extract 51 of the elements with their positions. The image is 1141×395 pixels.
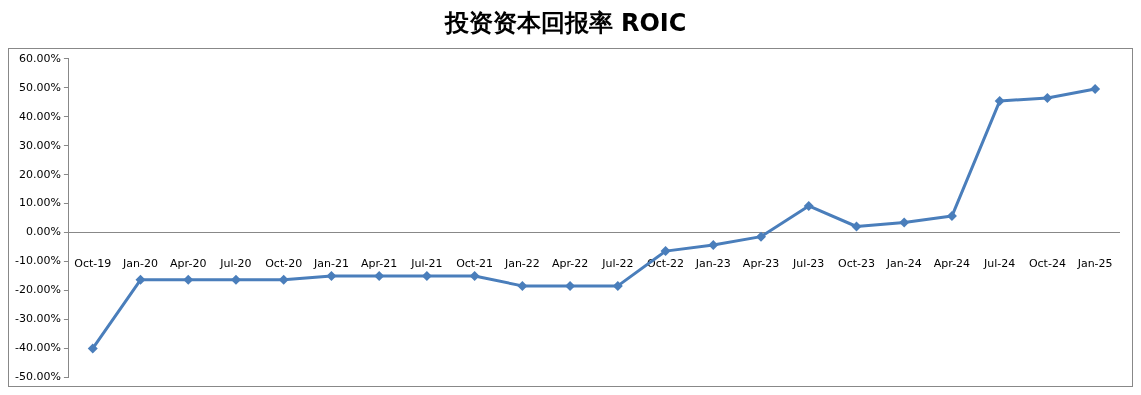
y-tick-label: 40.00% [18, 109, 61, 123]
y-tick-label: -30.00% [14, 312, 61, 326]
x-tick-label: Jul-22 [601, 257, 634, 271]
point [660, 246, 671, 257]
x-tick-label: Oct-20 [265, 257, 303, 271]
x-tick-label: Oct-19 [74, 257, 112, 271]
x-tick-label: Jan-25 [1076, 257, 1113, 271]
point [946, 211, 957, 222]
x-tick-label: Jan-23 [694, 257, 731, 271]
point [994, 96, 1005, 107]
x-tick-label: Oct-24 [1028, 257, 1066, 271]
y-tick-label: -50.00% [14, 370, 61, 384]
point [517, 280, 528, 291]
y-tick-label: 60.00% [18, 51, 61, 65]
x-tick-label: Jul-24 [983, 257, 1016, 271]
point [1042, 92, 1053, 103]
point [899, 217, 910, 228]
x-tick-label: Apr-21 [361, 257, 398, 271]
x-tick-label: Apr-23 [742, 257, 780, 271]
x-tick-label: Apr-22 [551, 257, 589, 271]
x-tick-label: Jan-20 [122, 257, 158, 271]
x-tick-label: Jul-20 [219, 257, 252, 271]
point [278, 274, 289, 285]
y-tick-label: 0.00% [25, 225, 61, 239]
point [1090, 83, 1101, 94]
point [756, 231, 767, 242]
y-tick-label: -10.00% [14, 254, 61, 268]
y-tick-label: 20.00% [18, 167, 61, 181]
x-tick-label: Jan-24 [885, 257, 922, 271]
x-tick-label: Oct-23 [837, 257, 875, 271]
x-tick-label: Jul-23 [792, 257, 825, 271]
y-tick-label: 50.00% [18, 80, 61, 94]
y-tick-label: -20.00% [14, 283, 61, 297]
point [708, 240, 719, 251]
point [803, 200, 814, 211]
x-tick-label: Jan-22 [503, 257, 540, 271]
point [183, 274, 194, 285]
x-tick-label: Jan-21 [312, 257, 349, 271]
y-tick-label: 10.00% [18, 196, 61, 210]
x-tick-label: Oct-21 [456, 257, 494, 271]
x-tick-label: Apr-24 [933, 257, 971, 271]
chart-title: 投资资本回报率 ROIC [443, 8, 687, 37]
point [87, 343, 98, 354]
x-tick-label: Apr-20 [170, 257, 207, 271]
point [326, 271, 337, 282]
point [469, 271, 480, 282]
point [135, 274, 146, 285]
y-tick-label: -40.00% [14, 341, 61, 355]
point [851, 221, 862, 232]
y-tick-label: 30.00% [18, 138, 61, 152]
x-tick-label: Jul-21 [410, 257, 443, 271]
